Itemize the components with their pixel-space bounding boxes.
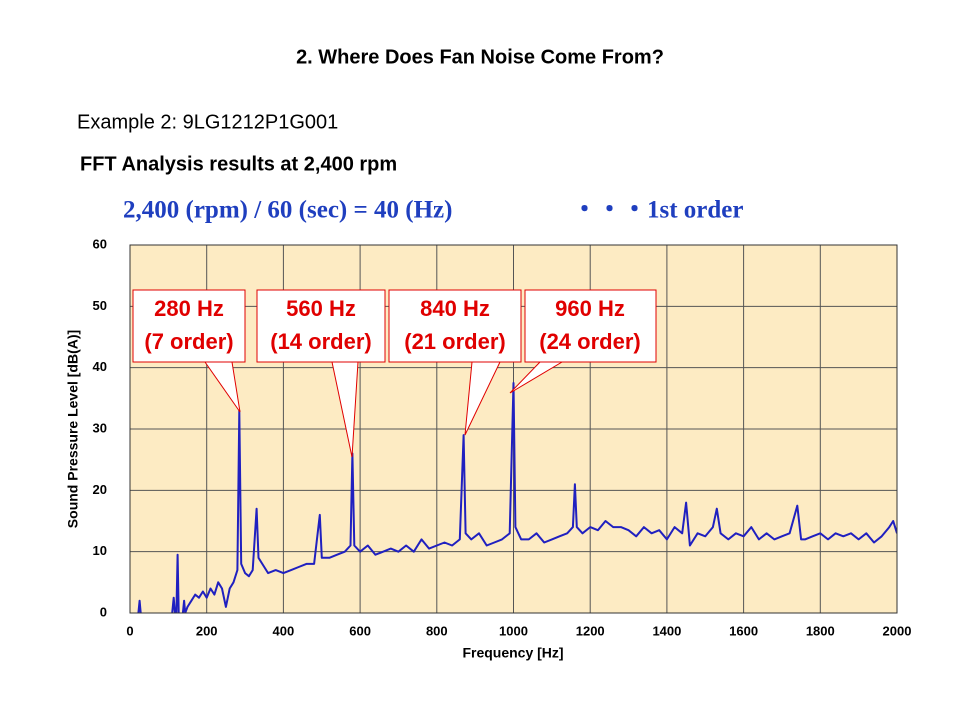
slide-title: 2. Where Does Fan Noise Come From? [296,46,664,68]
x-tick-label: 1600 [729,623,758,638]
slide-heading: FFT Analysis results at 2,400 rpm [80,153,397,175]
callouts: 280 Hz (7 order) 560 Hz (14 order) 840 Hz (21… [132,289,657,458]
y-tick-label: 40 [93,359,107,374]
x-tick-label: 800 [426,623,448,638]
x-tick-label: 1200 [576,623,605,638]
spectrum-line [137,382,897,613]
callout-text: (21 order) [404,329,505,354]
y-tick-label: 30 [93,420,107,435]
y-tick-label: 10 [93,543,107,558]
x-tick-label: 0 [126,623,133,638]
x-tick-label: 1000 [499,623,528,638]
formula-note: ・・・1st order [572,197,744,224]
x-tick-label: 1800 [806,623,835,638]
callout-text: (14 order) [270,329,371,354]
plot-frame [129,244,898,614]
callout-box [132,289,246,363]
callout-text: 560 Hz [286,296,356,321]
x-tick-label: 400 [273,623,295,638]
callout-box [524,289,657,363]
formula: 2,400 (rpm) / 60 (sec) = 40 (Hz) [123,197,452,224]
callout-text: (7 order) [144,329,233,354]
x-tick-label: 200 [196,623,218,638]
callout-text: 840 Hz [420,296,490,321]
x-axis-label: Frequency [Hz] [462,645,563,661]
y-tick-label: 60 [93,236,107,251]
slide-subtitle: Example 2: 9LG1212P1G001 [77,111,338,133]
callout-text: 960 Hz [555,296,625,321]
y-axis-label: Sound Pressure Level [dB(A)] [65,330,81,528]
callout-box [388,289,522,363]
x-tick-label: 2000 [883,623,912,638]
callout-box [256,289,386,363]
x-tick-label: 1400 [652,623,681,638]
callout-text: 280 Hz [154,296,224,321]
y-tick-label: 50 [93,298,107,313]
callout-text: (24 order) [539,329,640,354]
x-tick-label: 600 [349,623,371,638]
y-tick-label: 0 [100,604,107,619]
y-tick-label: 20 [93,482,107,497]
